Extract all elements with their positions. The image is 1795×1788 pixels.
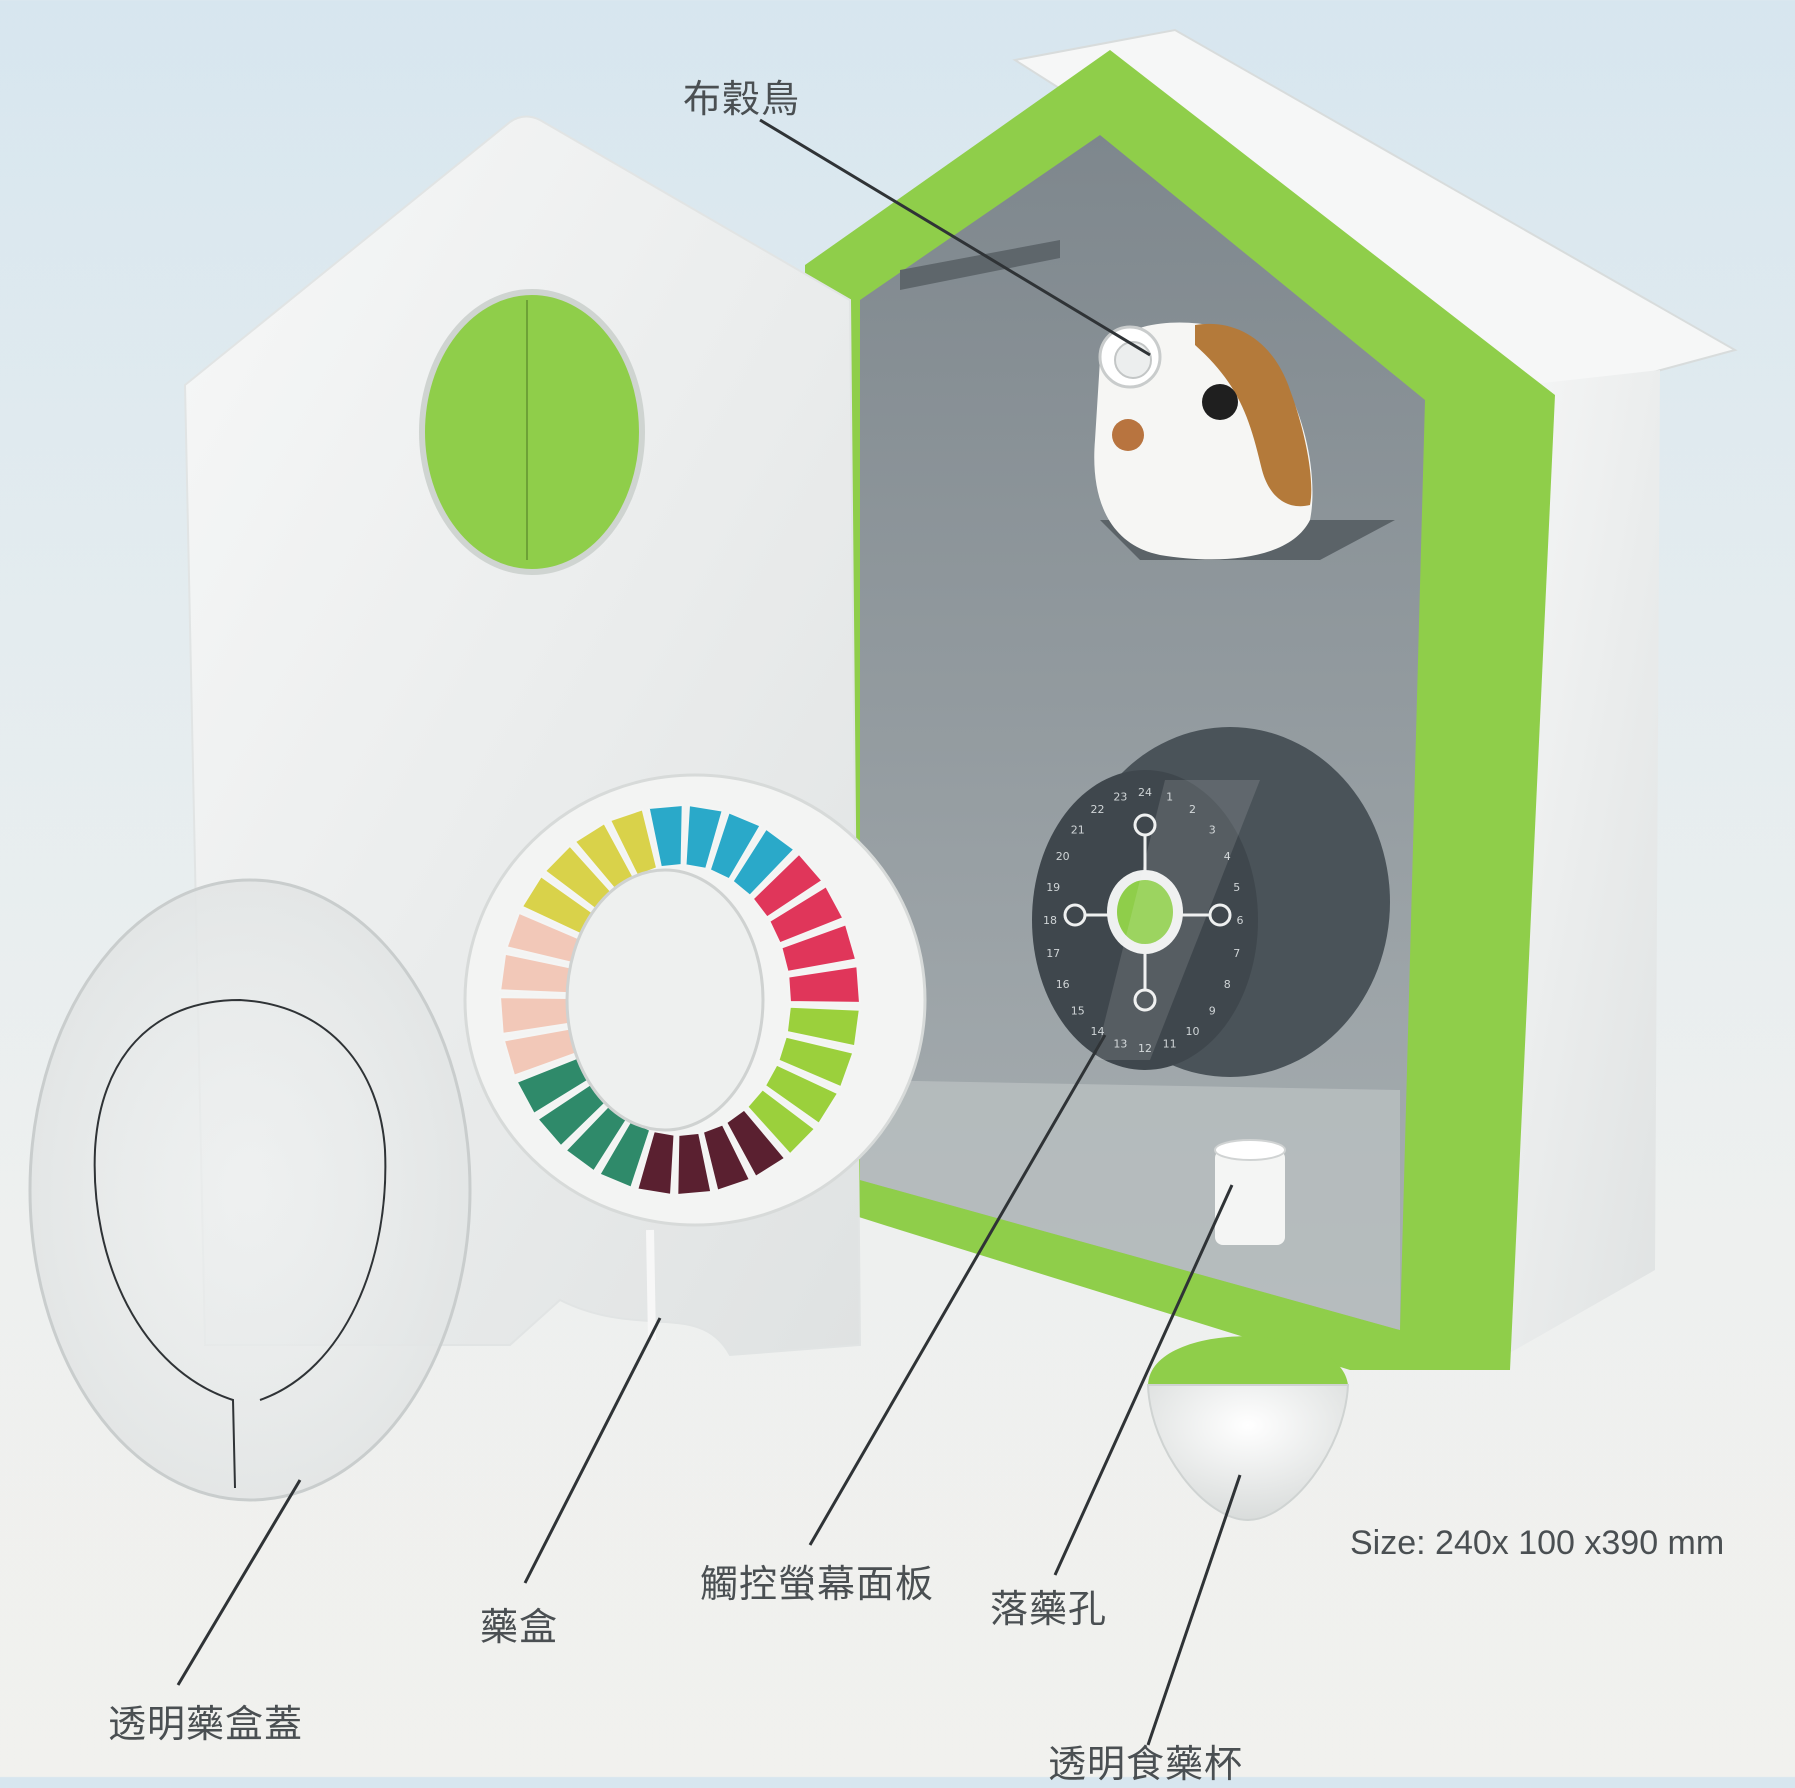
dial-hour-number: 12 — [1138, 1042, 1152, 1055]
dial-hour-number: 19 — [1046, 881, 1060, 894]
bird-button-inner — [1114, 341, 1152, 379]
bird-eye — [1202, 384, 1238, 420]
pill-compartment — [785, 1005, 861, 1048]
dial-hour-number: 6 — [1237, 914, 1244, 927]
dial-hour-number: 11 — [1163, 1038, 1177, 1051]
pill-compartment — [780, 922, 858, 974]
label-touch-panel: 觸控螢幕面板 — [700, 1562, 935, 1606]
drop-hole — [1214, 1139, 1286, 1245]
leader-cup — [1146, 1474, 1242, 1746]
pill-compartment — [751, 852, 824, 919]
dial-hour-number: 23 — [1113, 790, 1127, 803]
label-cup: 透明食藥杯 — [1048, 1742, 1244, 1786]
dial-hour-number: 9 — [1209, 1005, 1216, 1018]
dial-glare — [1095, 780, 1260, 1060]
pill-compartment — [647, 803, 684, 869]
size-spec: Size: 240x 100 x390 mm — [1350, 1524, 1725, 1562]
pill-compartment — [763, 1063, 840, 1126]
dial-hour-number: 24 — [1138, 786, 1152, 799]
dial-hour-number: 4 — [1224, 850, 1231, 863]
leader-lines — [176, 118, 1242, 1746]
pill-compartment — [724, 1108, 787, 1179]
dial-hour-number: 7 — [1233, 947, 1240, 960]
transparent-lid — [28, 878, 472, 1502]
bird-wing-stripe — [1195, 323, 1312, 507]
pill-compartment — [708, 810, 762, 881]
dial-noon-icon — [1208, 903, 1232, 927]
dial-hour-number: 18 — [1043, 914, 1057, 927]
dial-hour-number: 16 — [1056, 978, 1070, 991]
label-pill-box: 藥盒 — [480, 1605, 559, 1649]
pill-compartment — [777, 1035, 855, 1089]
leader-touch-panel — [808, 1034, 1107, 1546]
label-cuckoo-bird: 布穀鳥 — [683, 77, 801, 121]
dial-hour-number: 20 — [1056, 850, 1070, 863]
leader-cuckoo — [759, 118, 1151, 357]
label-drop-hole: 落藥孔 — [990, 1587, 1108, 1631]
label-lid: 透明藥盒蓋 — [108, 1702, 304, 1746]
pill-compartment — [745, 1087, 817, 1156]
dial-hour-number: 5 — [1233, 881, 1240, 894]
bird-cheek — [1112, 419, 1144, 451]
pill-box-hole — [565, 868, 765, 1132]
leader-drop-hole — [1053, 1184, 1234, 1576]
pill-compartment — [787, 964, 862, 1004]
cuckoo-bird — [1094, 322, 1395, 560]
leader-pill-box — [523, 1317, 662, 1584]
dial-hour-number: 8 — [1224, 978, 1231, 991]
dial-hour-number: 22 — [1091, 803, 1105, 816]
dial-hour-number: 3 — [1209, 824, 1216, 837]
pill-compartment — [701, 1123, 752, 1192]
dial-hour-number: 1 — [1166, 790, 1173, 803]
dial-morning-icon — [1133, 813, 1157, 837]
pill-box-compartments — [498, 803, 862, 1197]
lid-disc — [28, 878, 472, 1502]
dial-evening-icon — [1133, 988, 1157, 1012]
lid-cut-line — [93, 998, 387, 1489]
leader-lid — [176, 1479, 302, 1686]
dial-hour-number: 21 — [1071, 824, 1085, 837]
pill-box — [463, 773, 927, 1341]
medicine-cup — [1146, 1336, 1350, 1522]
dial-hour-number: 13 — [1113, 1038, 1127, 1051]
pill-compartment — [768, 884, 845, 945]
pill-compartment — [676, 1131, 713, 1197]
dial-center-button — [1117, 880, 1173, 944]
dial-hour-number: 17 — [1046, 947, 1060, 960]
dial-hour-number: 14 — [1091, 1025, 1105, 1038]
dial-hour-number: 10 — [1186, 1025, 1200, 1038]
dial-night-icon — [1063, 903, 1087, 927]
perch-slot — [900, 240, 1060, 290]
front-house-window — [419, 289, 645, 575]
dial-hour-number: 15 — [1071, 1005, 1085, 1018]
pill-compartment — [731, 827, 796, 898]
pill-compartment — [636, 1130, 676, 1196]
pill-compartment — [608, 808, 659, 877]
dial-hour-number: 2 — [1189, 803, 1196, 816]
pill-compartment — [684, 804, 724, 870]
